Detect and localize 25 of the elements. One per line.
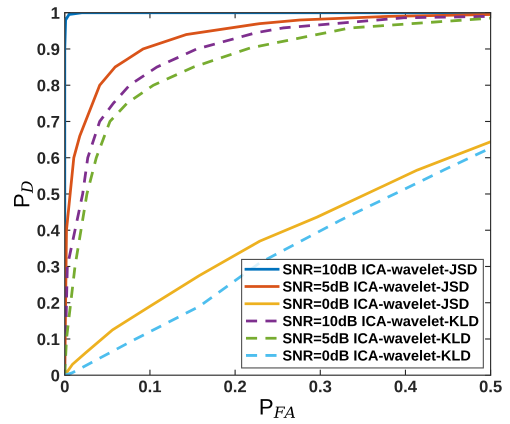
legend-label: SNR=10dB ICA-wavelet-KLD	[282, 316, 478, 326]
x-tick-label: 0.3	[309, 380, 332, 392]
y-tick-label: 1	[52, 7, 60, 19]
y-tick-label: 0.6	[37, 152, 60, 164]
legend-label: SNR=0dB ICA-wavelet-KLD	[282, 350, 470, 361]
x-tick-label: 0.4	[394, 380, 417, 392]
y-tick-label: 0.9	[37, 43, 60, 56]
legend-label: SNR=5dB ICA-wavelet-KLD	[282, 332, 470, 344]
legend-label: SNR=10dB ICA-wavelet-JSD	[282, 264, 477, 274]
y-tick-label: 0.2	[37, 297, 60, 309]
y-axis-title: P$_{D}$	[14, 181, 33, 206]
legend-label: SNR=5dB ICA-wavelet-JSD	[282, 281, 469, 292]
y-tick-label: 0	[51, 370, 60, 382]
y-tick-label: 0.8	[37, 80, 60, 92]
x-axis-title: P$_{FA}$	[260, 399, 296, 418]
y-tick-label: 0.3	[37, 260, 60, 273]
x-tick-label: 0.5	[480, 380, 502, 392]
x-tick-label: 0	[60, 380, 69, 392]
legend-label: SNR=0dB ICA-wavelet-JSD	[282, 298, 469, 309]
y-tick-label: 0.1	[37, 333, 60, 346]
y-tick-label: 0.5	[37, 188, 60, 200]
x-tick-label: 0.1	[139, 380, 162, 392]
y-tick-label: 0.7	[37, 116, 60, 128]
y-tick-label: 0.4	[37, 224, 60, 236]
x-tick-label: 0.2	[224, 380, 246, 392]
